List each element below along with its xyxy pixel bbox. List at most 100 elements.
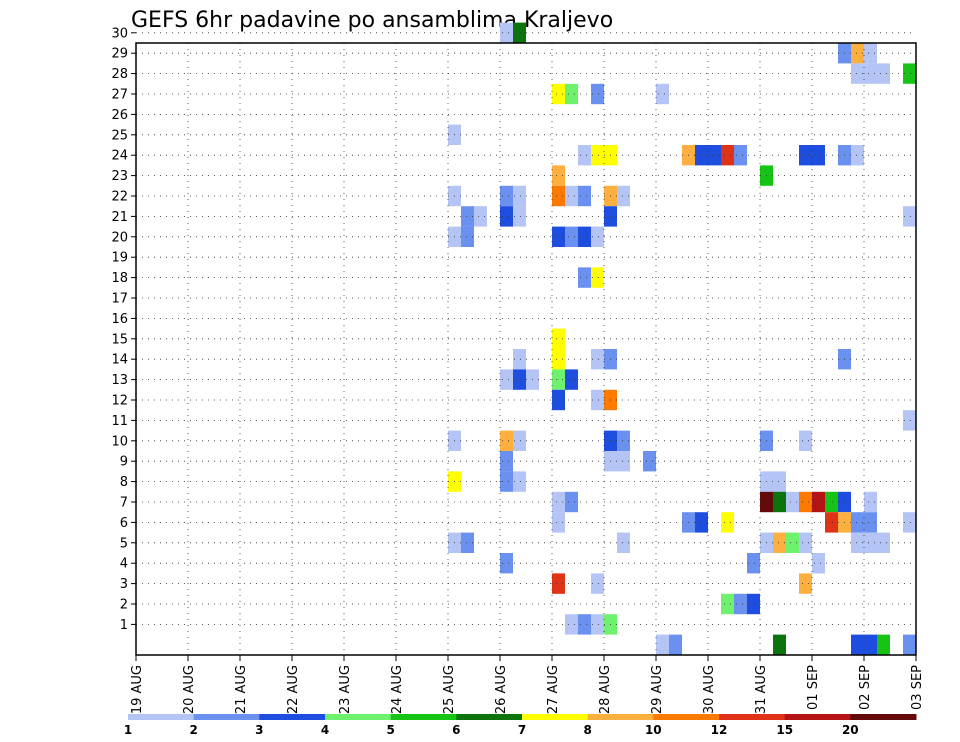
- precip-cell: [786, 491, 799, 513]
- colorbar-segment: [128, 714, 195, 720]
- precip-cell: [864, 43, 877, 64]
- precip-cell: [708, 145, 721, 166]
- y-tick-label: 7: [120, 496, 128, 511]
- precip-cell: [565, 226, 578, 247]
- y-tick-label: 13: [111, 373, 128, 388]
- y-tick-label: 30: [111, 26, 128, 41]
- colorbar-label: 12: [711, 723, 728, 737]
- precip-cell: [591, 573, 604, 594]
- precip-cell: [552, 512, 565, 533]
- colorbar-label: 8: [584, 723, 592, 737]
- colorbar-label: 6: [452, 723, 460, 737]
- precip-cell: [552, 83, 565, 105]
- precip-cell: [565, 614, 578, 635]
- precip-cell: [721, 593, 734, 615]
- colorbar-segment: [587, 714, 654, 720]
- y-tick-label: 12: [111, 394, 128, 409]
- precip-cell: [474, 206, 487, 227]
- x-tick-label: 30 AUG: [702, 665, 717, 714]
- precip-cell: [825, 491, 838, 513]
- y-tick-label: 25: [111, 128, 128, 143]
- precip-cell: [812, 491, 825, 513]
- precip-cell: [864, 634, 877, 655]
- precip-cell: [851, 43, 864, 64]
- precip-cell: [565, 491, 578, 513]
- precip-cell: [565, 369, 578, 390]
- colorbar-label: 3: [255, 723, 263, 737]
- colorbar-segment: [784, 714, 851, 720]
- precip-cell: [578, 226, 591, 247]
- colorbar-label: 15: [776, 723, 793, 737]
- precip-cell: [695, 512, 708, 533]
- precip-cell: [799, 491, 812, 513]
- x-tick-label: 22 AUG: [286, 665, 301, 714]
- precip-cell: [851, 634, 864, 655]
- precip-cell: [695, 145, 708, 166]
- x-tick-label: 25 AUG: [442, 665, 457, 714]
- precip-cell: [513, 430, 526, 451]
- chart-title: GEFS 6hr padavine po ansamblima Kraljevo: [131, 8, 613, 33]
- precip-cell: [799, 532, 812, 553]
- precip-cell: [578, 267, 591, 288]
- precip-cell: [617, 451, 630, 472]
- x-tick-label: 24 AUG: [390, 665, 405, 714]
- colorbar-segment: [456, 714, 523, 720]
- plot-frame: [135, 42, 917, 656]
- precip-cell: [552, 349, 565, 370]
- precip-cell: [552, 573, 565, 594]
- precip-cell: [500, 451, 513, 472]
- y-tick-label: 26: [111, 108, 128, 123]
- y-tick-label: 14: [111, 353, 128, 368]
- y-tick-label: 10: [111, 434, 128, 449]
- precip-cell: [903, 634, 916, 655]
- precip-cell: [786, 532, 799, 553]
- precip-cell: [591, 226, 604, 247]
- precip-cell: [513, 185, 526, 207]
- precip-cell: [565, 185, 578, 207]
- precip-cell: [500, 206, 513, 227]
- precip-cell: [552, 165, 565, 186]
- y-tick-label: 16: [111, 312, 128, 327]
- colorbar-segment: [522, 714, 589, 720]
- precip-cell: [461, 226, 474, 247]
- colorbar: 1 2 3 4 5 6 7 8 10 12 15 20: [124, 714, 917, 737]
- precip-cell: [552, 369, 565, 390]
- precip-cell: [864, 512, 877, 533]
- x-tick-label: 01 SEP: [806, 665, 821, 710]
- y-tick-label: 20: [111, 230, 128, 245]
- colorbar-segment: [390, 714, 457, 720]
- precip-cell: [773, 491, 786, 513]
- precip-cell: [734, 145, 747, 166]
- precip-cell: [578, 185, 591, 207]
- colorbar-segment: [259, 714, 326, 720]
- colorbar-segment: [719, 714, 786, 720]
- precip-cell: [773, 471, 786, 492]
- y-tick-label: 11: [111, 414, 128, 429]
- precip-cell: [591, 349, 604, 370]
- precip-cell: [552, 389, 565, 411]
- colorbar-label: 1: [124, 723, 132, 737]
- y-tick-label: 6: [120, 516, 128, 531]
- colorbar-label: 10: [645, 723, 662, 737]
- y-tick-label: 4: [120, 557, 128, 572]
- precip-cell: [552, 226, 565, 247]
- precip-cell: [799, 430, 812, 451]
- precip-cell: [552, 328, 565, 349]
- precip-cell: [799, 573, 812, 594]
- precip-cell: [591, 267, 604, 288]
- precip-cell: [500, 369, 513, 390]
- colorbar-segment: [653, 714, 720, 720]
- precip-cell: [747, 553, 760, 574]
- precip-cell: [799, 145, 812, 166]
- precip-cell: [877, 63, 890, 84]
- precip-cell: [578, 145, 591, 166]
- precip-cell: [513, 22, 526, 43]
- precip-cell: [591, 389, 604, 411]
- precip-cell: [721, 145, 734, 166]
- x-tick-label: 26 AUG: [494, 665, 509, 714]
- y-tick-label: 15: [111, 332, 128, 347]
- y-tick-label: 29: [111, 47, 128, 62]
- precip-cell: [903, 410, 916, 431]
- precip-cell: [812, 553, 825, 574]
- colorbar-label: 5: [387, 723, 395, 737]
